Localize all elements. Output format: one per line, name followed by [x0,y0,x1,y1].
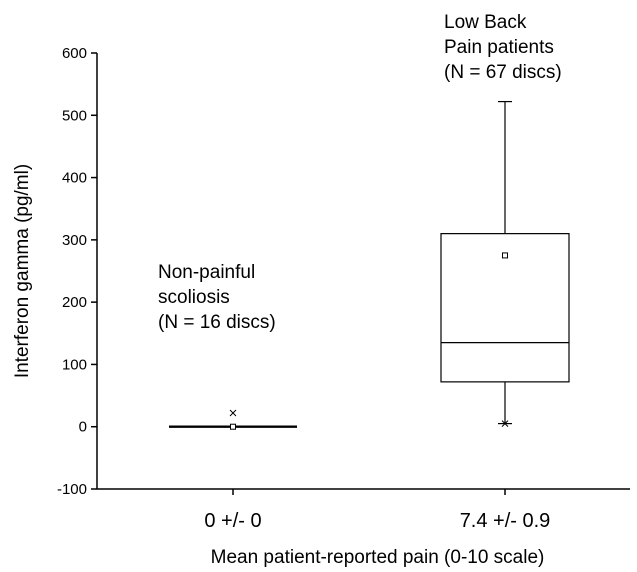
annotation-line: scoliosis [158,287,230,308]
axes: -100 0 100 200 300 400 500 600 0 +/- 0 7.4 +/- 0.… [57,45,630,532]
x-tick-label: 0 +/- 0 [204,510,261,532]
y-tick-label: 200 [62,294,87,311]
y-tick-label: 0 [79,419,87,436]
y-tick-label: 400 [62,170,87,187]
y-axis-title: Interferon gamma (pg/ml) [12,164,33,378]
annotation-line: Non-painful [158,262,255,283]
annotation-line: Low Back [444,12,527,33]
annotation-line: Pain patients [444,37,554,58]
outlier-marker [230,410,236,416]
annotation-line: (N = 16 discs) [158,312,276,333]
y-tick-label: 500 [62,107,87,124]
x-axis-title: Mean patient-reported pain (0-10 scale) [211,547,545,568]
mean-marker [231,424,236,429]
x-tick-label: 7.4 +/- 0.9 [460,510,551,532]
y-tick-label: 300 [62,232,87,249]
annotation-line: (N = 67 discs) [444,62,562,83]
labels: Mean patient-reported pain (0-10 scale) I… [12,12,562,568]
mean-marker [503,253,508,258]
y-tick-label: -100 [57,481,87,498]
box-1 [169,410,297,429]
y-tick-label: 100 [62,356,87,373]
y-tick-label: 600 [62,45,87,62]
box-2 [441,102,569,427]
